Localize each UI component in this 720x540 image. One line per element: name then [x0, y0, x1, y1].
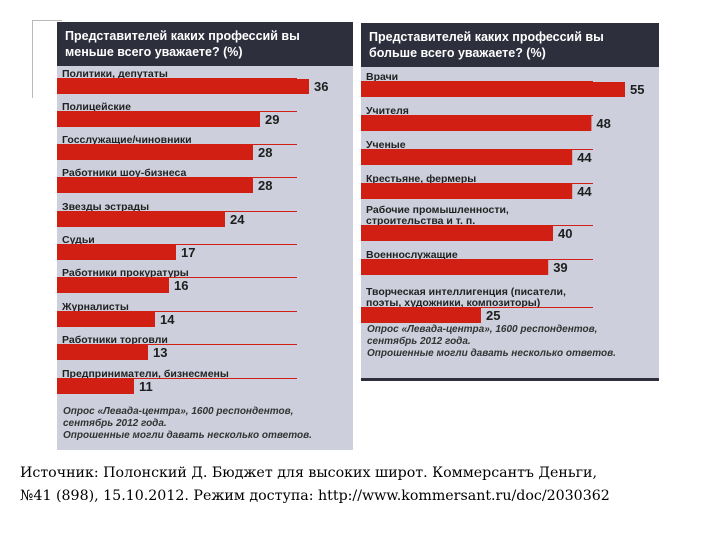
- value-label: 28: [258, 178, 272, 193]
- bar: [57, 79, 309, 94]
- category-label: Звезды эстрады: [62, 201, 149, 213]
- value-label: 29: [265, 112, 279, 127]
- row-rule: [57, 277, 297, 278]
- value-label: 44: [577, 150, 592, 165]
- row-rule: [57, 378, 297, 379]
- chart-most-respected-plot: Врачи 55 Учителя 48 Ученые 44 Крестьяне, ферме…: [361, 71, 644, 323]
- bar: [361, 116, 592, 131]
- value-label: 14: [160, 312, 175, 327]
- chart-note: Опрос «Левада-центра», 1600 респондентов…: [367, 324, 653, 360]
- row-rule: [57, 111, 297, 112]
- category-label: поэты, художники, композиторы): [366, 297, 540, 309]
- bar: [57, 112, 260, 127]
- row-rule: [57, 177, 297, 178]
- bar: [361, 82, 625, 97]
- value-label: 11: [139, 379, 153, 394]
- chart-least-respected: Политики, депутаты 36 Полицейские 29 Госслуж…: [57, 22, 353, 450]
- row-rule: [57, 144, 297, 145]
- bar: [57, 278, 169, 293]
- row-rule: [361, 259, 593, 260]
- category-label: Рабочие промышленности,: [366, 204, 509, 216]
- category-label: Работники шоу-бизнеса: [62, 167, 186, 179]
- chart-note-line: Опрошенные могли давать несколько ответо…: [63, 430, 312, 441]
- row-rule: [361, 225, 593, 226]
- row-rule: [361, 81, 593, 82]
- value-label: 48: [596, 116, 610, 131]
- chart-most-respected: Врачи 55 Учителя 48 Ученые 44 Крестьяне, ферме…: [361, 23, 659, 379]
- value-label: 25: [486, 308, 500, 323]
- chart-note-line: Опрошенные могли давать несколько ответо…: [367, 348, 616, 359]
- chart-note-line: Опрос «Левада-центра», 1600 респондентов…: [63, 406, 294, 417]
- bar: [361, 184, 573, 199]
- category-label: Крестьяне, фермеры: [366, 173, 476, 185]
- category-label: Ученые: [366, 139, 406, 151]
- value-label: 17: [181, 245, 195, 260]
- category-label: Госслужащие/чиновники: [62, 134, 192, 146]
- bar: [361, 150, 573, 165]
- source-caption-line: Источник: Полонский Д. Бюджет для высоки…: [20, 465, 597, 481]
- slide-decoration-line: [32, 20, 62, 21]
- category-label: Работники торговли: [62, 334, 168, 346]
- row-rule: [57, 344, 297, 345]
- category-label: Полицейские: [62, 101, 131, 113]
- value-label: 28: [258, 145, 272, 160]
- bar: [57, 379, 134, 394]
- value-label: 44: [577, 184, 592, 199]
- value-label: 36: [314, 79, 328, 94]
- source-caption-line: №41 (898), 15.10.2012. Режим доступа: ht…: [20, 488, 610, 504]
- row-rule: [57, 311, 297, 312]
- category-label: Творческая интеллигенция (писатели,: [366, 286, 566, 298]
- bar: [361, 226, 553, 241]
- bar: [57, 345, 148, 360]
- chart-title: Представителей каких профессий вы меньше…: [57, 22, 353, 66]
- category-label: строительства и т. п.: [366, 215, 475, 227]
- category-label: Журналисты: [61, 301, 129, 313]
- bar: [361, 260, 549, 275]
- slide-decoration-line: [32, 20, 33, 98]
- row-rule: [361, 183, 593, 184]
- category-label: Политики, депутаты: [62, 68, 168, 80]
- category-label: Врачи: [366, 71, 398, 83]
- chart-note-line: Опрос «Левада-центра», 1600 респондентов…: [367, 324, 598, 335]
- category-label: Военнослужащие: [366, 249, 458, 261]
- category-label: Учителя: [366, 105, 409, 117]
- value-label: 40: [558, 226, 572, 241]
- category-label: Судьи: [62, 234, 95, 246]
- chart-least-respected-plot: Политики, депутаты 36 Полицейские 29 Госслуж…: [57, 68, 328, 394]
- bar: [57, 245, 176, 260]
- value-label: 13: [153, 345, 167, 360]
- chart-note-line: сентябрь 2012 года.: [367, 336, 471, 347]
- bar: [57, 212, 225, 227]
- row-rule: [57, 78, 297, 79]
- row-rule: [57, 244, 297, 245]
- value-label: 55: [630, 82, 644, 97]
- bar: [57, 145, 253, 160]
- source-caption: Источник: Полонский Д. Бюджет для высоки…: [20, 462, 710, 508]
- row-rule: [361, 307, 593, 308]
- value-label: 24: [230, 212, 245, 227]
- row-rule: [57, 211, 297, 212]
- row-rule: [361, 149, 593, 150]
- bar: [361, 308, 481, 323]
- bar: [57, 178, 253, 193]
- value-label: 39: [553, 260, 567, 275]
- chart-note-line: сентябрь 2012 года.: [63, 418, 167, 429]
- value-label: 16: [174, 278, 188, 293]
- chart-title: Представителей каких профессий вы больше…: [361, 23, 659, 67]
- bar: [57, 312, 155, 327]
- panel-bottom-border: [361, 378, 659, 381]
- row-rule: [361, 115, 593, 116]
- category-label: Предприниматели, бизнесмены: [62, 368, 229, 380]
- category-label: Работники прокуратуры: [62, 267, 189, 279]
- chart-note: Опрос «Левада-центра», 1600 респондентов…: [63, 406, 347, 442]
